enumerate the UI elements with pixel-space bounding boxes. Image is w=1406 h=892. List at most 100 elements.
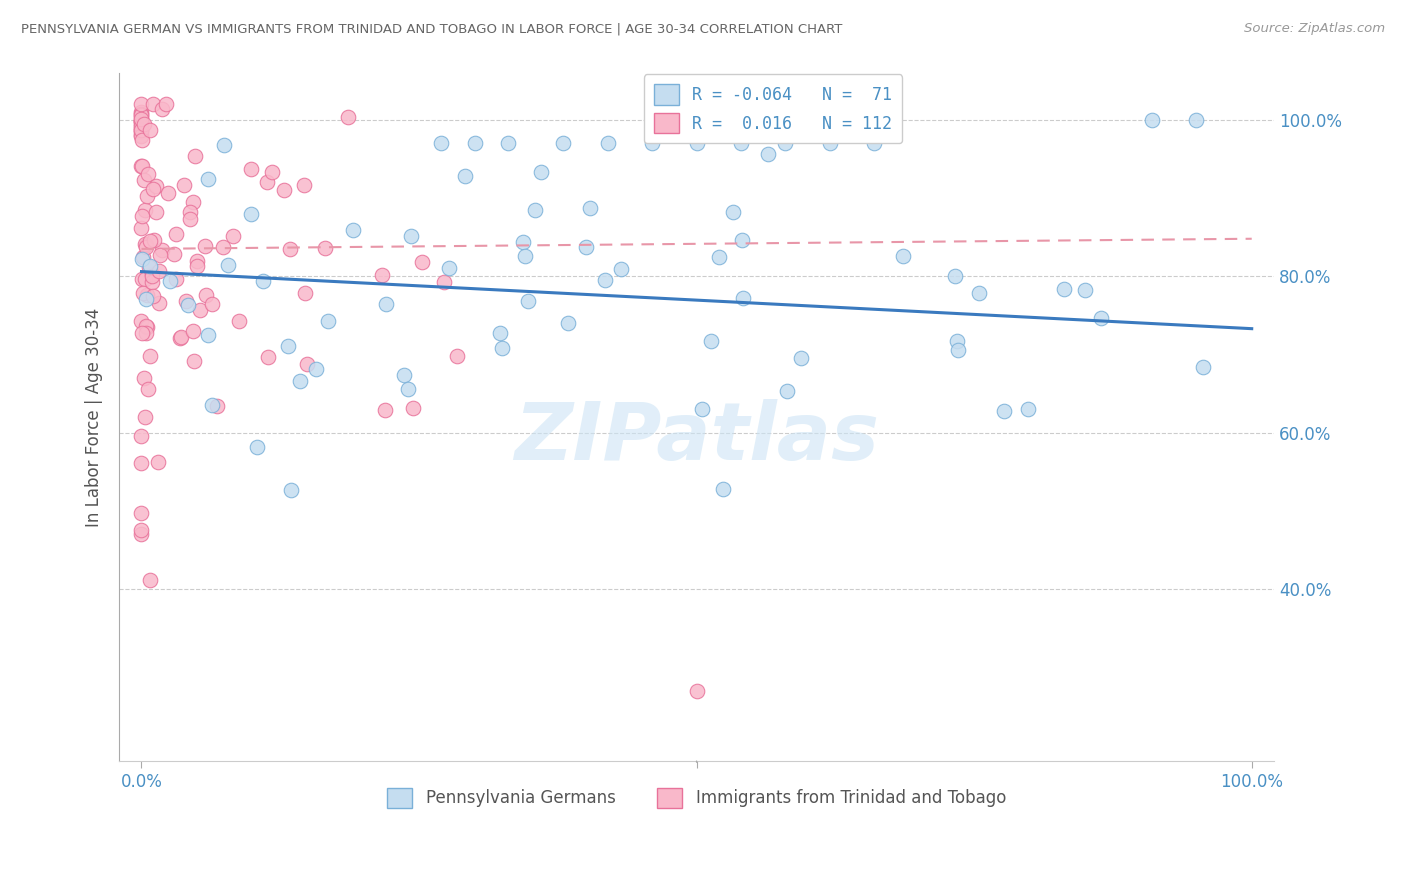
Point (148, 296, 170, 310)
Point (176, 298, 198, 312)
Point (374, 403, 396, 417)
Point (135, 318, 157, 333)
Point (256, 175, 278, 189)
Point (141, 267, 163, 281)
Point (179, 212, 201, 227)
Point (212, 138, 235, 153)
Point (1017, 402, 1039, 417)
Point (207, 399, 229, 413)
Point (139, 349, 162, 363)
Point (142, 289, 165, 303)
Point (512, 235, 534, 249)
Point (186, 259, 208, 273)
Point (863, 136, 886, 151)
Point (375, 297, 398, 311)
Point (143, 233, 166, 247)
Point (305, 361, 328, 376)
Point (131, 114, 153, 128)
Point (166, 227, 188, 241)
Point (730, 233, 752, 247)
Point (131, 122, 153, 136)
Point (131, 105, 153, 120)
Point (891, 249, 914, 263)
Point (239, 207, 262, 221)
Point (496, 136, 519, 151)
Point (131, 120, 153, 134)
Point (132, 285, 155, 300)
Point (294, 285, 316, 300)
Point (342, 222, 364, 236)
Point (1140, 112, 1163, 127)
Point (181, 324, 204, 338)
Point (314, 241, 336, 255)
Point (142, 182, 165, 196)
Point (131, 314, 153, 328)
Text: PENNSYLVANIA GERMAN VS IMMIGRANTS FROM TRINIDAD AND TOBAGO IN LABOR FORCE | AGE : PENNSYLVANIA GERMAN VS IMMIGRANTS FROM T… (21, 22, 842, 36)
Point (131, 272, 153, 286)
Point (252, 274, 274, 288)
Point (183, 353, 205, 368)
Point (557, 316, 579, 330)
Point (790, 351, 813, 365)
Point (513, 249, 536, 263)
Point (211, 240, 233, 254)
Point (131, 108, 153, 122)
Y-axis label: In Labor Force | Age 30-34: In Labor Force | Age 30-34 (86, 308, 103, 526)
Point (169, 331, 191, 345)
Point (131, 159, 153, 173)
Text: ZIPatlas: ZIPatlas (515, 399, 879, 476)
Point (517, 293, 540, 308)
Point (131, 120, 153, 135)
Point (190, 303, 212, 318)
Point (131, 221, 153, 235)
Point (155, 97, 177, 112)
Point (131, 133, 153, 147)
Point (131, 114, 153, 128)
Point (596, 136, 619, 151)
Point (943, 268, 966, 283)
Point (685, 136, 707, 151)
Point (131, 112, 153, 126)
Point (731, 291, 754, 305)
Point (138, 260, 160, 274)
Point (131, 114, 153, 128)
Point (464, 136, 486, 151)
Point (159, 274, 181, 288)
Point (148, 455, 170, 469)
Point (453, 169, 475, 183)
Point (181, 195, 204, 210)
Point (131, 117, 153, 131)
Point (131, 123, 153, 137)
Point (277, 339, 299, 353)
Point (142, 97, 165, 112)
Point (169, 330, 191, 344)
Point (610, 261, 633, 276)
Point (818, 136, 841, 151)
Point (489, 326, 512, 340)
Point (138, 123, 160, 137)
Point (430, 136, 453, 151)
Point (194, 288, 217, 302)
Point (685, 683, 707, 698)
Point (730, 136, 752, 151)
Point (756, 147, 779, 161)
Point (1185, 112, 1208, 127)
Point (131, 107, 153, 121)
Point (273, 183, 295, 197)
Point (1090, 311, 1112, 326)
Point (131, 252, 153, 266)
Point (260, 165, 283, 179)
Point (131, 326, 153, 340)
Point (292, 178, 315, 192)
Point (524, 203, 547, 218)
Point (692, 401, 714, 416)
Point (411, 255, 433, 269)
Point (316, 314, 339, 328)
Point (150, 243, 173, 257)
Point (135, 238, 157, 252)
Point (437, 260, 460, 275)
Point (148, 264, 170, 278)
Point (1053, 282, 1076, 296)
Point (290, 374, 312, 388)
Point (136, 382, 159, 396)
